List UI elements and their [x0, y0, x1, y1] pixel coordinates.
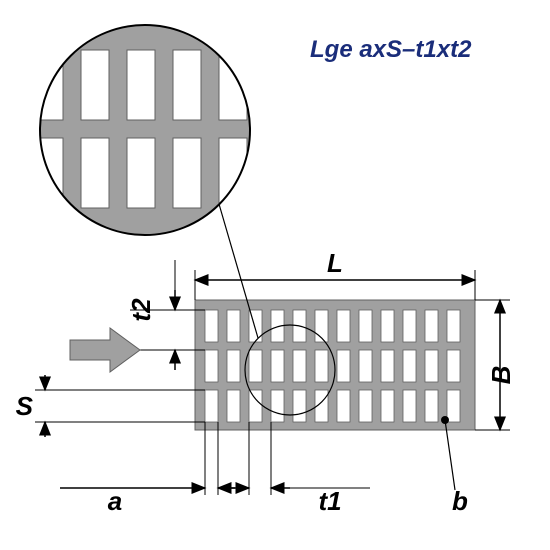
dimension-t2: t2 — [126, 260, 205, 370]
magnifier-view — [20, 10, 280, 250]
label-a: a — [108, 486, 122, 516]
dimension-B: B — [475, 300, 516, 430]
dimension-L: L — [195, 248, 475, 300]
dimension-a: a — [60, 422, 235, 516]
label-b: b — [452, 486, 468, 516]
dimension-t1: t1 — [230, 422, 370, 516]
label-t1: t1 — [318, 486, 341, 516]
flow-arrow-icon — [70, 328, 140, 372]
technical-diagram: L B t1 t2 S a — [0, 0, 550, 550]
diagram-title: Lge axS–t1xt2 — [310, 36, 471, 64]
dimension-S: S — [16, 375, 205, 437]
label-B: B — [486, 366, 516, 385]
label-S: S — [16, 391, 34, 421]
label-t2: t2 — [126, 298, 156, 322]
label-L: L — [327, 248, 343, 278]
